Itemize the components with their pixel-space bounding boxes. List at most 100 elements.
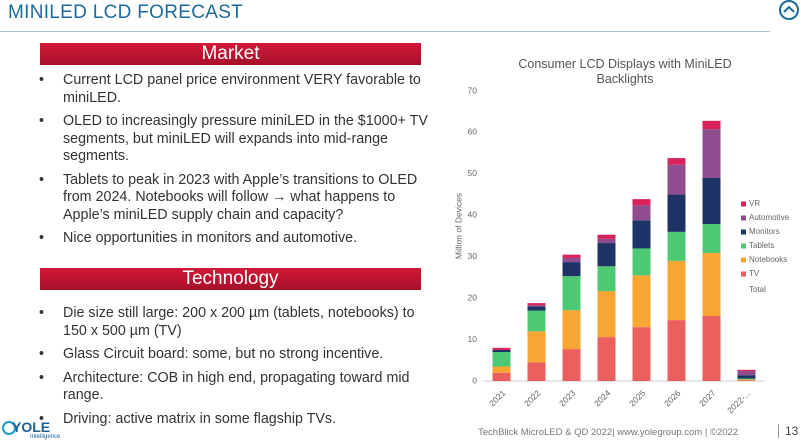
bar-segment xyxy=(737,379,756,381)
bar-segment xyxy=(527,305,546,307)
legend-label: Total xyxy=(749,285,766,294)
bar-segment xyxy=(737,375,756,379)
bar-segment xyxy=(737,380,756,381)
logo-subtext: Intelligence xyxy=(30,434,61,440)
page-number: 13 xyxy=(778,424,798,438)
bar-segment xyxy=(667,164,686,195)
bullet: Tablets to peak in 2023 with Apple’s tra… xyxy=(39,172,431,225)
bar-segment xyxy=(632,220,651,249)
bar-segment xyxy=(562,254,581,258)
bar-segment xyxy=(737,371,756,376)
bullet: Driving: active matrix in some flagship … xyxy=(39,411,431,429)
corner-icon-arrow xyxy=(783,5,795,13)
legend-swatch xyxy=(741,271,746,277)
bullet-list: Current LCD panel price environment VERY… xyxy=(37,72,431,254)
y-tick-label: 40 xyxy=(468,210,478,220)
bar-segment xyxy=(597,337,616,381)
bar-segment xyxy=(562,310,581,350)
bullet-list: Die size still large: 200 x 200 µm (tabl… xyxy=(37,305,431,434)
logo-text: YOLE xyxy=(12,419,51,435)
bar-segment xyxy=(562,349,581,381)
bar-segment xyxy=(527,306,546,311)
legend-label: Automotive xyxy=(749,213,790,222)
footer: TechBlick MicroLED & QD 2022| www.yolegr… xyxy=(478,427,739,438)
bar-segment xyxy=(702,129,721,178)
x-tick-label: 2025 xyxy=(627,388,648,409)
y-tick-label: 60 xyxy=(468,127,478,137)
bar-segment xyxy=(492,347,511,350)
bar-segment xyxy=(492,366,511,373)
x-tick-label: 2027 xyxy=(697,388,718,409)
legend-swatch xyxy=(741,229,746,235)
bar-segment xyxy=(597,234,616,239)
logo-mark xyxy=(2,421,16,435)
bullet: Die size still large: 200 x 200 µm (tabl… xyxy=(39,305,431,340)
bar-segment xyxy=(667,158,686,165)
bar-segment xyxy=(632,248,651,276)
legend-label: TV xyxy=(749,269,760,278)
bar-segment xyxy=(702,252,721,316)
x-tick-label: 2026 xyxy=(662,388,683,409)
bar-segment xyxy=(667,320,686,381)
bar-segment xyxy=(632,205,651,221)
x-tick-label: 2024 xyxy=(592,388,613,409)
bar-segment xyxy=(527,331,546,363)
bullet: Current LCD panel price environment VERY… xyxy=(39,72,431,107)
bar-segment xyxy=(597,291,616,338)
bar-segment xyxy=(527,362,546,381)
bar-segment xyxy=(667,260,686,321)
bullet: Architecture: COB in high end, propagati… xyxy=(39,370,431,405)
bar-segment xyxy=(667,231,686,261)
bar-segment xyxy=(702,178,721,224)
bar-segment xyxy=(632,327,651,381)
bar-segment xyxy=(737,378,756,380)
bar-segment xyxy=(492,372,511,381)
legend-swatch xyxy=(741,243,746,249)
bar-segment xyxy=(702,315,721,381)
y-axis-label: Million of Devices xyxy=(453,193,463,259)
bar-segment xyxy=(667,194,686,232)
bar-segment xyxy=(597,266,616,292)
bar-segment xyxy=(527,303,546,306)
slide-title: MINILED LCD FORECAST xyxy=(8,2,244,23)
bar-segment xyxy=(492,352,511,367)
legend-label: Notebooks xyxy=(749,255,787,264)
title-rule xyxy=(0,31,770,32)
corner-icon xyxy=(779,0,799,20)
y-tick-label: 30 xyxy=(468,251,478,261)
bar-segment xyxy=(597,238,616,244)
bullet: Nice opportunities in monitors and autom… xyxy=(39,230,431,248)
section-banner: Technology xyxy=(40,268,421,290)
bar-segment xyxy=(562,257,581,263)
bar-segment xyxy=(562,276,581,311)
x-tick-label: 2022 xyxy=(522,388,543,409)
bar-segment xyxy=(562,262,581,277)
legend-swatch xyxy=(741,257,746,263)
y-tick-label: 70 xyxy=(468,85,478,95)
legend-label: Monitors xyxy=(749,227,780,236)
bar-segment xyxy=(702,120,721,130)
bullet: Glass Circuit board: some, but no strong… xyxy=(39,346,431,364)
legend-label: Tablets xyxy=(749,241,774,250)
x-tick-label: 2022-... xyxy=(725,388,752,415)
bullet: OLED to increasingly pressure miniLED in… xyxy=(39,113,431,166)
bar-segment xyxy=(597,243,616,267)
legend-label: VR xyxy=(749,199,760,208)
y-tick-label: 20 xyxy=(468,292,478,302)
y-tick-label: 50 xyxy=(468,168,478,178)
y-tick-label: 0 xyxy=(472,375,477,385)
y-tick-label: 10 xyxy=(468,334,478,344)
chart-title: Consumer LCD Displays with MiniLED Backl… xyxy=(518,57,732,86)
x-tick-label: 2021 xyxy=(487,388,508,409)
bar-segment xyxy=(632,199,651,206)
legend-swatch xyxy=(741,215,746,221)
x-tick-label: 2023 xyxy=(557,388,578,409)
bar-segment xyxy=(702,223,721,253)
bar-segment xyxy=(632,275,651,328)
bar-segment xyxy=(737,369,756,372)
bar-segment xyxy=(527,310,546,332)
legend-swatch xyxy=(741,201,746,207)
section-banner: Market xyxy=(40,43,421,65)
